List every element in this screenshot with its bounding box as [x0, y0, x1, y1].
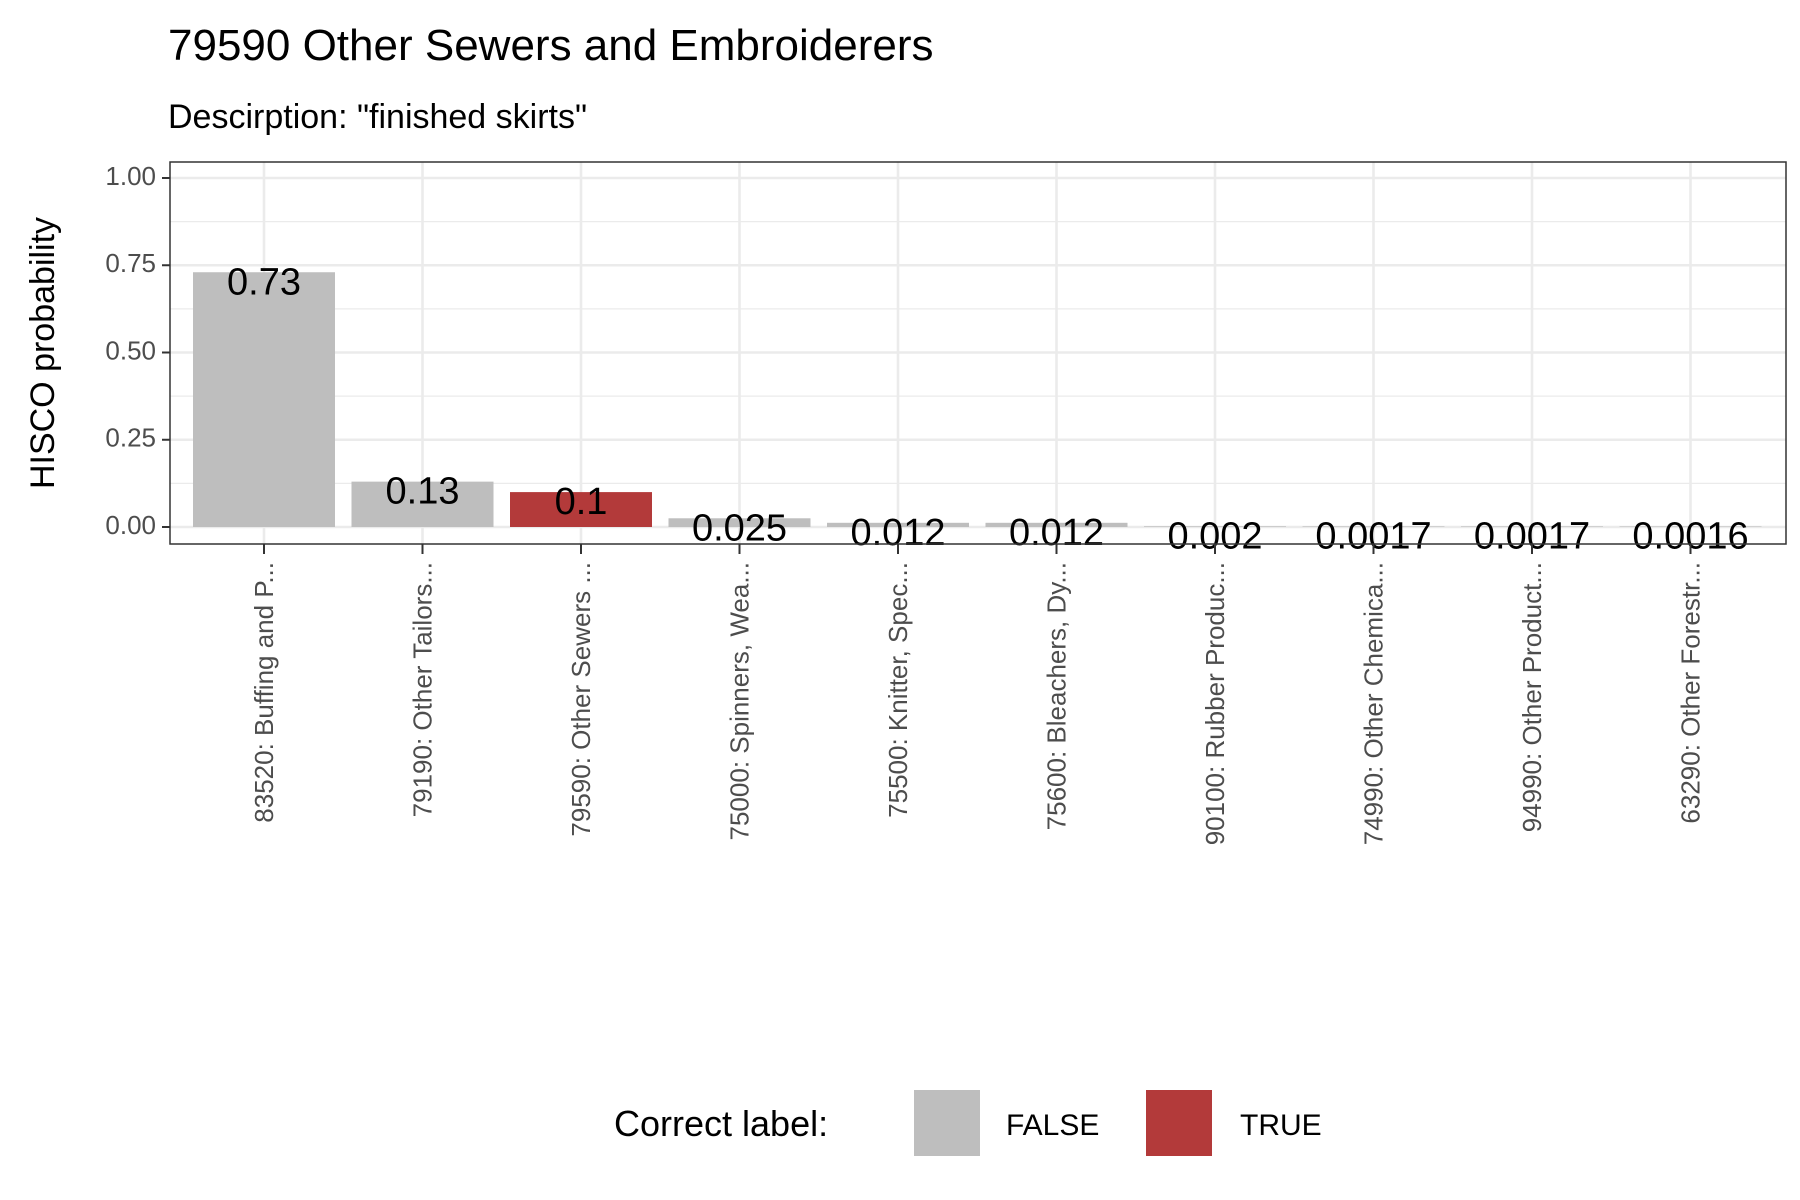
data-label: 0.1: [555, 481, 608, 523]
y-tick-label: 0.50: [105, 335, 156, 365]
bar: [668, 518, 811, 527]
x-tick-label: 75500: Knitter, Spec...: [883, 562, 913, 818]
legend-label-false: FALSE: [1006, 1109, 1099, 1142]
bars: [193, 272, 1762, 527]
y-tick-label: 0.75: [105, 248, 156, 278]
data-label: 0.73: [227, 261, 301, 303]
x-tick-label: 79190: Other Tailors...: [408, 562, 438, 817]
legend-title: Correct label:: [614, 1103, 828, 1144]
bar: [1461, 526, 1603, 527]
bar: [1619, 526, 1762, 527]
bar: [510, 492, 652, 527]
x-tick-label: 75000: Spinners, Wea...: [725, 562, 755, 840]
chart-subtitle: Descirption: "finished skirts": [168, 98, 587, 136]
legend-label-true: TRUE: [1240, 1109, 1322, 1142]
y-tick-label: 1.00: [105, 161, 156, 191]
data-label: 0.13: [386, 471, 460, 513]
x-tick-label: 79590: Other Sewers ...: [566, 562, 596, 837]
x-tick-label: 83520: Buffing and P...: [249, 562, 279, 823]
y-tick-label: 0.00: [105, 510, 156, 540]
x-axis: 83520: Buffing and P... 79190: Other Tail…: [249, 544, 1706, 845]
x-tick-label: 74990: Other Chemica...: [1359, 562, 1389, 845]
legend-key-true: [1146, 1090, 1212, 1156]
bar: [351, 481, 494, 527]
x-tick-label: 90100: Rubber Produc...: [1200, 562, 1230, 845]
y-axis: 0.00 0.25 0.50 0.75 1.00: [105, 161, 170, 540]
bar: [193, 272, 335, 527]
x-tick-label: 75600: Bleachers, Dy...: [1042, 562, 1072, 830]
data-label: 0.025: [692, 507, 787, 549]
legend: Correct label: FALSE TRUE: [614, 1090, 1322, 1156]
bar: [1144, 526, 1286, 527]
chart-title: 79590 Other Sewers and Embroiderers: [168, 21, 934, 70]
y-axis-title: HISCO probability: [24, 217, 62, 489]
legend-key-false: [914, 1090, 980, 1156]
y-tick-label: 0.25: [105, 423, 156, 453]
bar: [827, 522, 969, 527]
bar: [1302, 526, 1445, 527]
x-tick-label: 63290: Other Forestr...: [1676, 562, 1706, 824]
x-tick-label: 94990: Other Product...: [1517, 562, 1547, 832]
bar: [985, 522, 1128, 527]
